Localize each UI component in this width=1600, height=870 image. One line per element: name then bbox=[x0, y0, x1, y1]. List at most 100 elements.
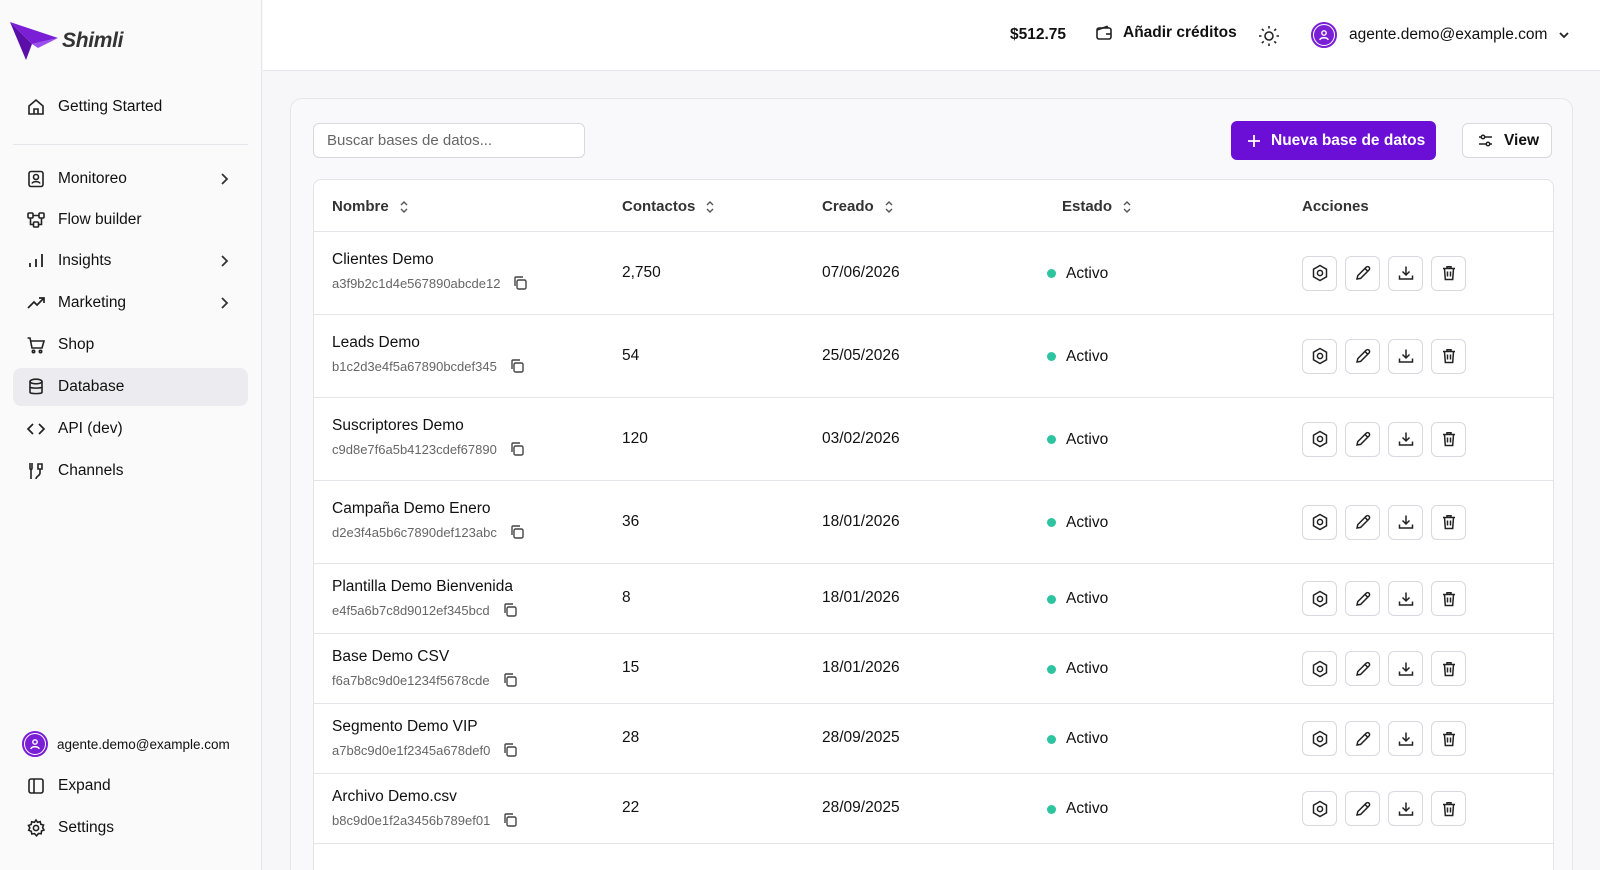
bar-chart-icon bbox=[29, 254, 43, 267]
table-row[interactable]: Clientes Demo a3f9b2c1d4e567890abcde12 2… bbox=[314, 232, 1553, 315]
download-action-button[interactable] bbox=[1388, 791, 1423, 826]
expand-button[interactable]: Expand bbox=[13, 767, 248, 805]
database-name[interactable]: Segmento Demo VIP bbox=[332, 718, 478, 735]
copy-icon[interactable] bbox=[509, 441, 525, 457]
table-header: Nombre Contactos Creado Estado Acciones bbox=[314, 180, 1553, 232]
edit-action-button[interactable] bbox=[1345, 421, 1380, 457]
table-row[interactable]: Plantilla Demo Bienvenida e4f5a6b7c8d901… bbox=[314, 564, 1553, 634]
sidebar-item-database[interactable]: Database bbox=[13, 368, 248, 406]
sidebar-item-monitoreo[interactable]: Monitoreo bbox=[13, 160, 248, 198]
settings-action-button[interactable] bbox=[1302, 721, 1337, 756]
copy-icon[interactable] bbox=[502, 812, 518, 828]
sidebar-item-api[interactable]: API (dev) bbox=[13, 410, 248, 448]
created-date: 18/01/2026 bbox=[822, 512, 900, 530]
add-credits-button[interactable]: Añadir créditos bbox=[1095, 24, 1237, 42]
copy-icon[interactable] bbox=[502, 742, 518, 758]
plus-icon bbox=[1248, 134, 1260, 147]
column-header-contactos[interactable]: Contactos bbox=[622, 198, 715, 215]
database-name[interactable]: Archivo Demo.csv bbox=[332, 788, 457, 805]
edit-action-button[interactable] bbox=[1345, 504, 1380, 540]
copy-icon[interactable] bbox=[502, 602, 518, 618]
copy-icon[interactable] bbox=[509, 524, 525, 540]
sidebar-item-channels[interactable]: Channels bbox=[13, 452, 248, 490]
settings-action-button[interactable] bbox=[1302, 581, 1337, 616]
copy-icon[interactable] bbox=[512, 275, 528, 291]
column-header-label: Acciones bbox=[1302, 198, 1369, 215]
table-row[interactable]: Leads Demo b1c2d3e4f5a67890bcdef345 54 2… bbox=[314, 315, 1553, 398]
delete-action-button[interactable] bbox=[1431, 581, 1466, 616]
search-input[interactable] bbox=[313, 123, 585, 158]
edit-action-button[interactable] bbox=[1345, 651, 1380, 686]
download-action-button[interactable] bbox=[1388, 421, 1423, 457]
settings-action-button[interactable] bbox=[1302, 421, 1337, 457]
sidebar-user[interactable]: agente.demo@example.com bbox=[22, 731, 230, 757]
delete-action-button[interactable] bbox=[1431, 651, 1466, 686]
delete-action-button[interactable] bbox=[1431, 255, 1466, 291]
sidebar-item-label: API (dev) bbox=[58, 420, 123, 437]
settings-action-button[interactable] bbox=[1302, 651, 1337, 686]
database-name[interactable]: Leads Demo bbox=[332, 334, 420, 351]
table-row[interactable]: Base Demo CSV f6a7b8c9d0e1234f5678cde 15… bbox=[314, 634, 1553, 704]
sidebar-item-getting-started[interactable]: Getting Started bbox=[13, 88, 248, 126]
status-dot bbox=[1047, 664, 1056, 674]
sidebar-item-insights[interactable]: Insights bbox=[13, 242, 248, 280]
sidebar-item-marketing[interactable]: Marketing bbox=[13, 284, 248, 322]
hexagon-settings-icon bbox=[1312, 800, 1327, 817]
theme-toggle-button[interactable] bbox=[1257, 24, 1281, 48]
edit-action-button[interactable] bbox=[1345, 721, 1380, 756]
status-badge: Activo bbox=[1047, 660, 1108, 678]
status-dot bbox=[1047, 435, 1056, 444]
trash-icon bbox=[1442, 591, 1455, 606]
status-badge: Activo bbox=[1047, 265, 1108, 283]
delete-action-button[interactable] bbox=[1431, 338, 1466, 374]
edit-action-button[interactable] bbox=[1345, 791, 1380, 826]
table-row[interactable]: Segmento Demo VIP a7b8c9d0e1f2345a678def… bbox=[314, 704, 1553, 774]
sidebar-item-label: Flow builder bbox=[58, 211, 142, 228]
download-action-button[interactable] bbox=[1388, 255, 1423, 291]
database-name[interactable]: Plantilla Demo Bienvenida bbox=[332, 578, 513, 595]
download-action-button[interactable] bbox=[1388, 504, 1423, 540]
delete-action-button[interactable] bbox=[1431, 721, 1466, 756]
settings-action-button[interactable] bbox=[1302, 791, 1337, 826]
database-name[interactable]: Base Demo CSV bbox=[332, 648, 450, 665]
created-date: 25/05/2026 bbox=[822, 346, 900, 364]
table-row[interactable]: Archivo Demo.csv b8c9d0e1f2a3456b789ef01… bbox=[314, 774, 1553, 844]
logo[interactable]: Shimli bbox=[8, 18, 124, 64]
delete-action-button[interactable] bbox=[1431, 791, 1466, 826]
column-header-creado[interactable]: Creado bbox=[822, 198, 894, 215]
row-actions bbox=[1302, 255, 1474, 291]
copy-icon[interactable] bbox=[502, 672, 518, 688]
table-row[interactable]: Campaña Demo Enero d2e3f4a5b6c7890def123… bbox=[314, 481, 1553, 564]
database-name[interactable]: Clientes Demo bbox=[332, 251, 434, 268]
table-row[interactable]: Suscriptores Demo c9d8e7f6a5b4123cdef678… bbox=[314, 398, 1553, 481]
new-database-button[interactable]: Nueva base de datos bbox=[1231, 121, 1436, 160]
avatar bbox=[1311, 22, 1337, 48]
copy-icon[interactable] bbox=[509, 358, 525, 374]
settings-action-button[interactable] bbox=[1302, 504, 1337, 540]
pencil-icon bbox=[1355, 661, 1370, 676]
download-action-button[interactable] bbox=[1388, 581, 1423, 616]
sidebar-item-label: Database bbox=[58, 378, 125, 395]
view-button[interactable]: View bbox=[1462, 123, 1552, 158]
edit-action-button[interactable] bbox=[1345, 581, 1380, 616]
edit-action-button[interactable] bbox=[1345, 255, 1380, 291]
sidebar-item-shop[interactable]: Shop bbox=[13, 326, 248, 364]
delete-action-button[interactable] bbox=[1431, 504, 1466, 540]
database-id: f6a7b8c9d0e1234f5678cde bbox=[332, 672, 518, 688]
sidebar-item-flow-builder[interactable]: Flow builder bbox=[13, 201, 248, 239]
edit-action-button[interactable] bbox=[1345, 338, 1380, 374]
download-action-button[interactable] bbox=[1388, 651, 1423, 686]
settings-action-button[interactable] bbox=[1302, 255, 1337, 291]
status-badge: Activo bbox=[1047, 514, 1108, 532]
database-name[interactable]: Suscriptores Demo bbox=[332, 417, 464, 434]
download-action-button[interactable] bbox=[1388, 338, 1423, 374]
column-header-nombre[interactable]: Nombre bbox=[332, 198, 409, 215]
column-header-estado[interactable]: Estado bbox=[1062, 198, 1132, 215]
delete-action-button[interactable] bbox=[1431, 421, 1466, 457]
sort-icon bbox=[400, 200, 408, 213]
settings-action-button[interactable] bbox=[1302, 338, 1337, 374]
user-menu[interactable]: agente.demo@example.com bbox=[1311, 22, 1571, 48]
database-name[interactable]: Campaña Demo Enero bbox=[332, 500, 491, 517]
download-action-button[interactable] bbox=[1388, 721, 1423, 756]
settings-button[interactable]: Settings bbox=[13, 809, 248, 847]
